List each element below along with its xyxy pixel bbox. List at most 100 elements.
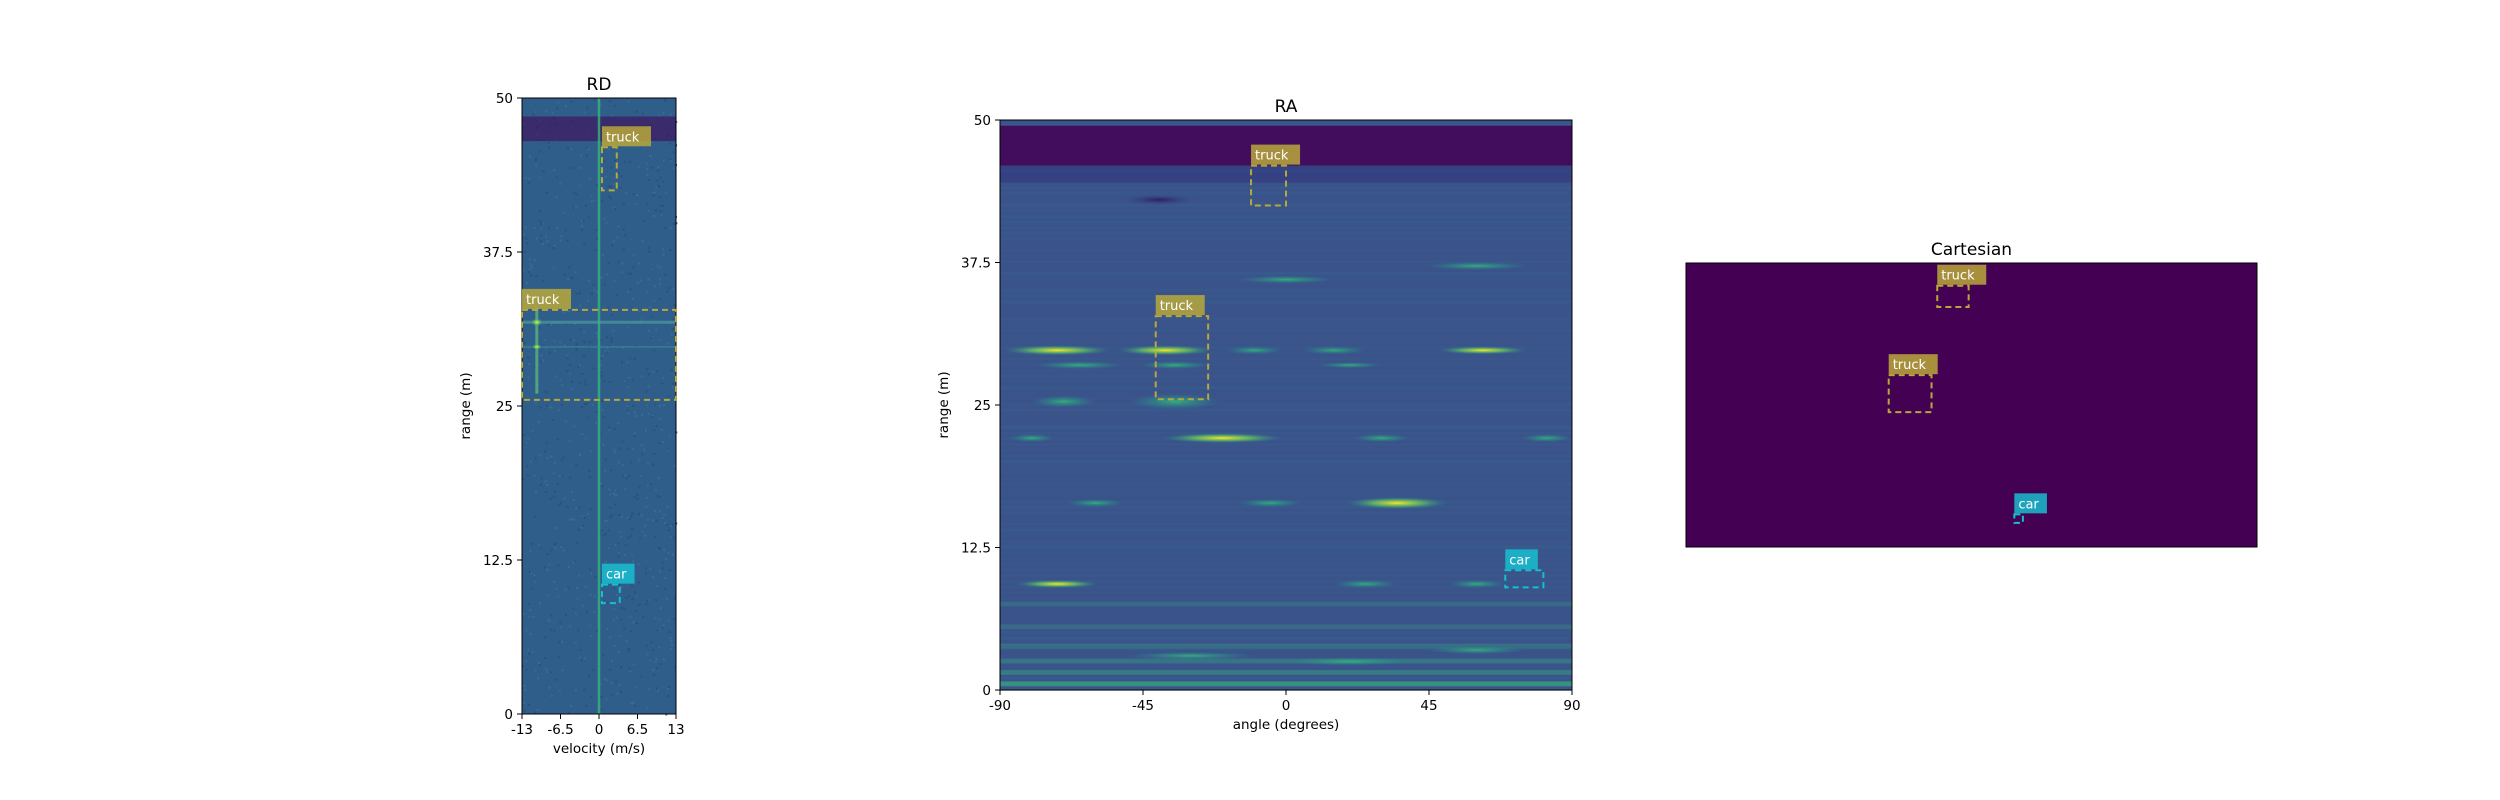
heatmap-background — [1686, 263, 2257, 547]
noise-speckle — [663, 98, 666, 101]
range-stripe — [1000, 420, 1572, 424]
noise-speckle — [550, 694, 553, 697]
noise-speckle — [641, 453, 644, 456]
range-stripe — [1000, 374, 1572, 378]
range-stripe — [1000, 209, 1572, 213]
noise-speckle — [627, 272, 630, 275]
noise-speckle — [640, 413, 643, 416]
noise-speckle — [645, 404, 648, 407]
noise-speckle — [670, 536, 673, 539]
range-stripe — [1000, 425, 1572, 429]
noise-speckle — [653, 349, 656, 352]
noise-speckle — [548, 619, 551, 622]
noise-speckle — [670, 159, 673, 162]
noise-speckle — [625, 596, 628, 599]
range-stripe — [1000, 676, 1572, 680]
range-stripe — [1000, 260, 1572, 264]
noise-speckle — [544, 347, 547, 350]
noise-speckle — [667, 529, 670, 532]
y-tick-label: 0 — [504, 707, 513, 723]
range-stripe — [1000, 568, 1572, 572]
x-tick-label: 13 — [667, 722, 684, 738]
noise-speckle — [600, 683, 603, 686]
noise-speckle — [654, 660, 657, 663]
noise-speckle — [636, 497, 639, 500]
noise-speckle — [560, 235, 563, 238]
noise-speckle — [668, 569, 671, 572]
noise-speckle — [546, 240, 549, 243]
noise-speckle — [590, 572, 593, 575]
range-stripe — [1000, 123, 1572, 127]
noise-speckle — [534, 157, 537, 160]
noise-speckle — [663, 548, 666, 551]
range-stripe — [1000, 334, 1572, 338]
noise-speckle — [583, 688, 586, 691]
noise-speckle — [658, 628, 661, 631]
noise-speckle — [602, 654, 605, 657]
noise-speckle — [613, 104, 616, 107]
noise-speckle — [601, 400, 604, 403]
noise-speckle — [673, 373, 676, 376]
noise-speckle — [646, 599, 649, 602]
noise-speckle — [534, 515, 537, 518]
noise-speckle — [572, 607, 575, 610]
noise-speckle — [607, 262, 610, 265]
noise-speckle — [632, 621, 635, 624]
noise-speckle — [537, 543, 540, 546]
noise-speckle — [568, 518, 571, 521]
noise-speckle — [586, 299, 589, 302]
range-stripe — [1000, 460, 1572, 463]
noise-speckle — [620, 361, 623, 364]
noise-speckle — [590, 696, 593, 699]
noise-speckle — [601, 354, 604, 357]
noise-speckle — [643, 524, 646, 527]
noise-speckle — [638, 310, 641, 313]
car-detection-box — [600, 583, 621, 605]
noise-speckle — [578, 364, 581, 367]
noise-speckle — [585, 154, 588, 157]
target-peak — [530, 318, 543, 327]
range-stripe — [1000, 437, 1572, 441]
noise-speckle — [629, 670, 632, 673]
truck-label: truck — [1160, 299, 1194, 314]
noise-speckle — [618, 683, 621, 686]
noise-speckle — [653, 429, 656, 432]
noise-speckle — [610, 166, 613, 169]
noise-speckle — [622, 228, 625, 231]
range-stripe — [1000, 670, 1572, 674]
noise-speckle — [570, 387, 573, 390]
noise-speckle — [602, 443, 605, 446]
noise-speckle — [647, 210, 650, 213]
return-blob — [1352, 434, 1410, 443]
noise-speckle — [633, 358, 636, 361]
noise-speckle — [587, 279, 590, 282]
noise-speckle — [574, 323, 577, 326]
range-stripe — [1000, 454, 1572, 458]
noise-speckle — [614, 159, 617, 162]
noise-speckle — [552, 495, 555, 498]
range-stripe — [1000, 608, 1572, 612]
noise-speckle — [661, 517, 664, 520]
noise-speckle — [628, 667, 631, 670]
y-tick-label: 0 — [982, 683, 991, 699]
car-detection-box — [1504, 569, 1545, 589]
noise-speckle — [524, 226, 527, 229]
noise-speckle — [657, 546, 660, 549]
noise-speckle — [648, 306, 651, 309]
noise-speckle — [660, 428, 663, 431]
noise-speckle — [613, 279, 616, 282]
noise-speckle — [613, 644, 616, 647]
noise-speckle — [632, 663, 635, 666]
noise-speckle — [579, 656, 582, 659]
noise-speckle — [545, 404, 548, 407]
noise-speckle — [604, 175, 607, 178]
noise-speckle — [656, 494, 659, 497]
noise-speckle — [614, 451, 617, 454]
noise-speckle — [533, 474, 536, 477]
noise-speckle — [552, 472, 555, 475]
noise-speckle — [548, 351, 551, 354]
noise-speckle — [525, 629, 528, 632]
noise-speckle — [594, 575, 597, 578]
noise-speckle — [614, 503, 617, 506]
noise-speckle — [610, 186, 613, 189]
